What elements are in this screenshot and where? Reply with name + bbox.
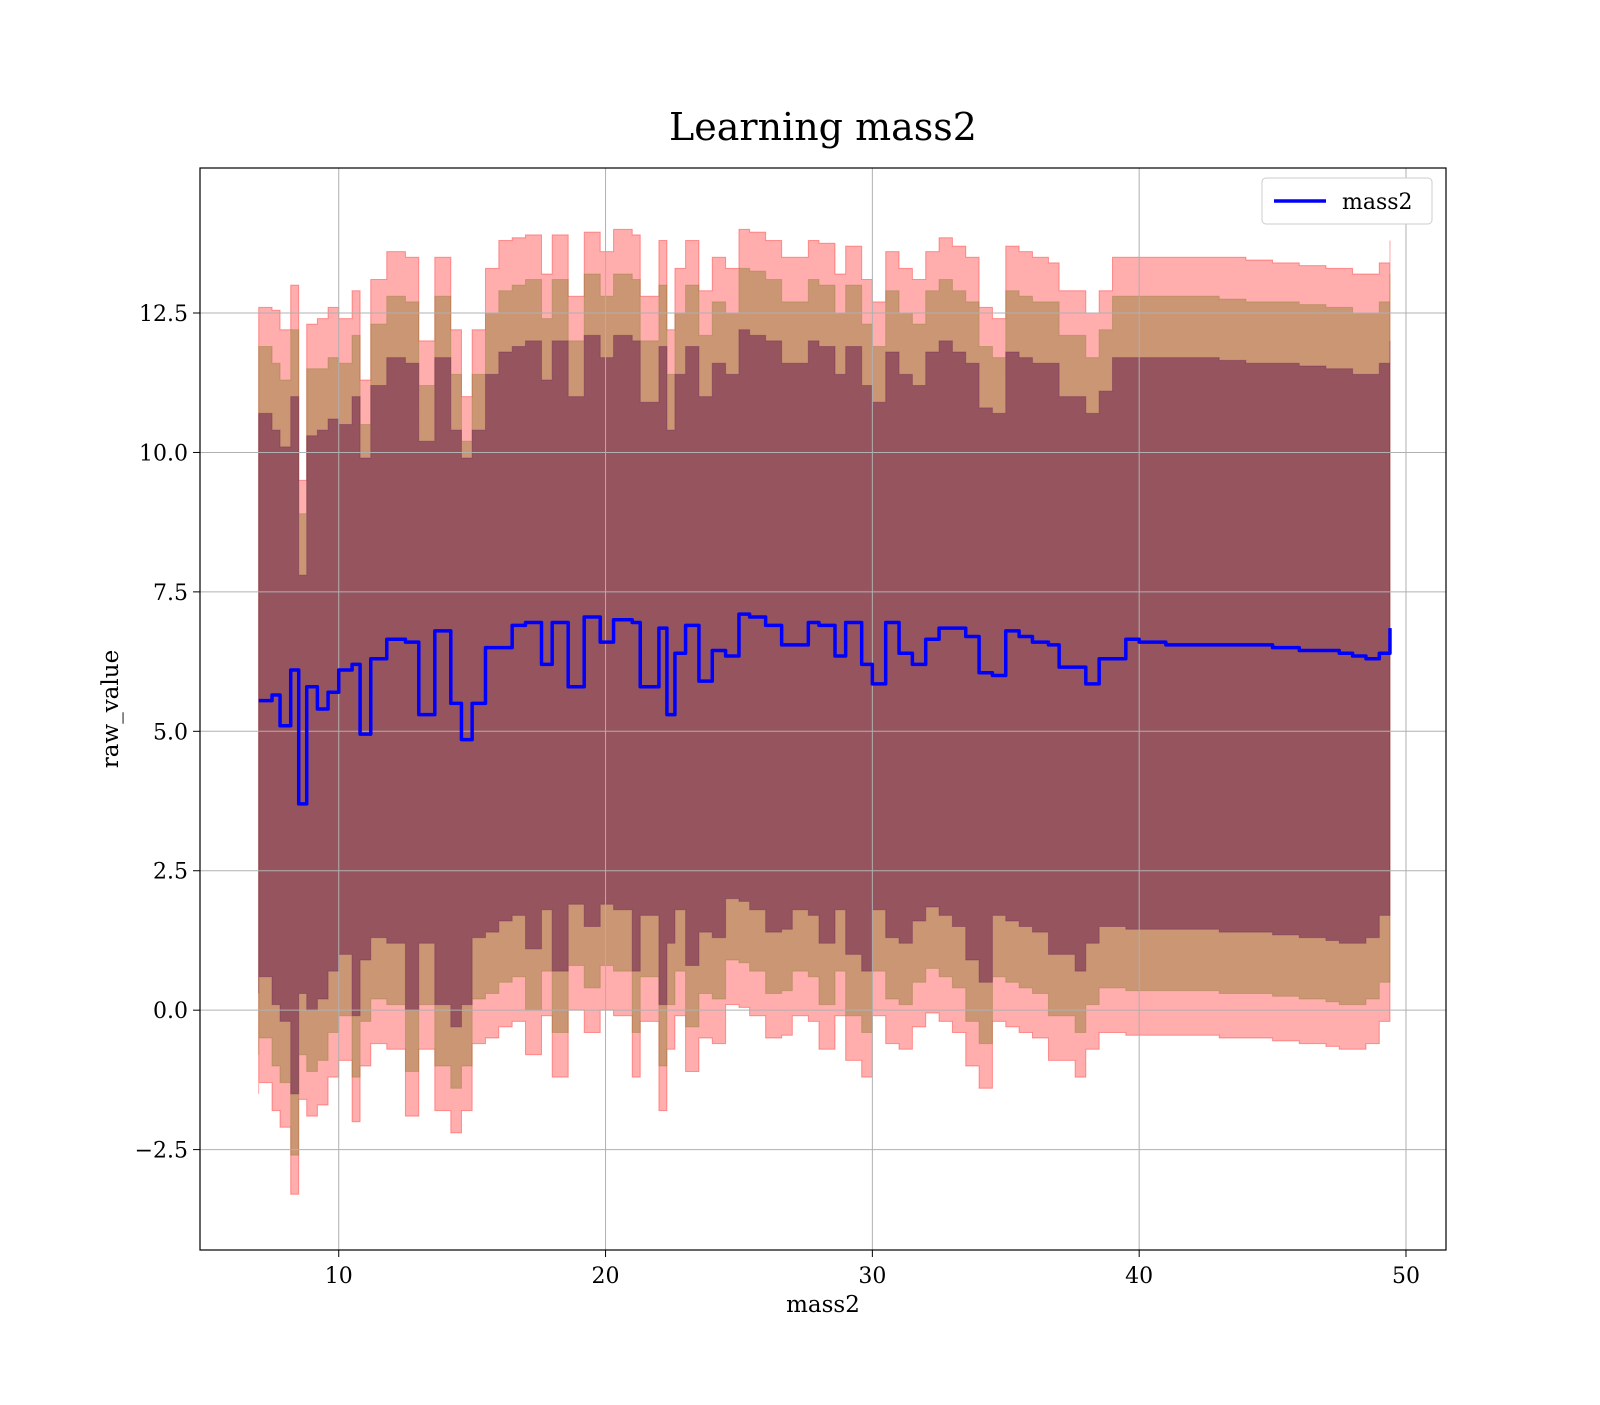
y-tick-label: 10.0 xyxy=(139,441,188,466)
bands-layer xyxy=(258,228,1391,1195)
x-tick-label: 40 xyxy=(1125,1264,1153,1289)
line-layer xyxy=(258,612,1392,806)
x-tick-label: 10 xyxy=(325,1264,353,1289)
plot-frame xyxy=(199,167,1447,1251)
x-axis-label: mass2 xyxy=(786,1292,860,1318)
series-line-mass2 xyxy=(258,612,1392,806)
y-axis-label: raw_value xyxy=(98,650,124,768)
x-tick-label: 30 xyxy=(858,1264,886,1289)
grid-layer xyxy=(200,168,1446,1250)
y-tick-label: 0.0 xyxy=(153,999,188,1024)
ticks-layer: 10 20 30 40 50 −2.5 0.0 2.5 5.0 7.5 10.0 12.5 xyxy=(135,302,1420,1289)
legend: mass2 xyxy=(1261,177,1433,225)
y-tick-label: 5.0 xyxy=(153,720,188,745)
legend-entry-mass2: mass2 xyxy=(1342,190,1413,215)
y-tick-label: 12.5 xyxy=(139,302,188,327)
y-tick-label: 2.5 xyxy=(153,860,188,885)
chart-title: Learning mass2 xyxy=(669,105,977,149)
legend-box xyxy=(1261,177,1433,225)
x-tick-label: 20 xyxy=(592,1264,620,1289)
band-inner xyxy=(258,329,1391,1095)
y-tick-label: 7.5 xyxy=(153,581,188,606)
y-tick-label: −2.5 xyxy=(135,1139,188,1164)
x-tick-label: 50 xyxy=(1392,1264,1420,1289)
